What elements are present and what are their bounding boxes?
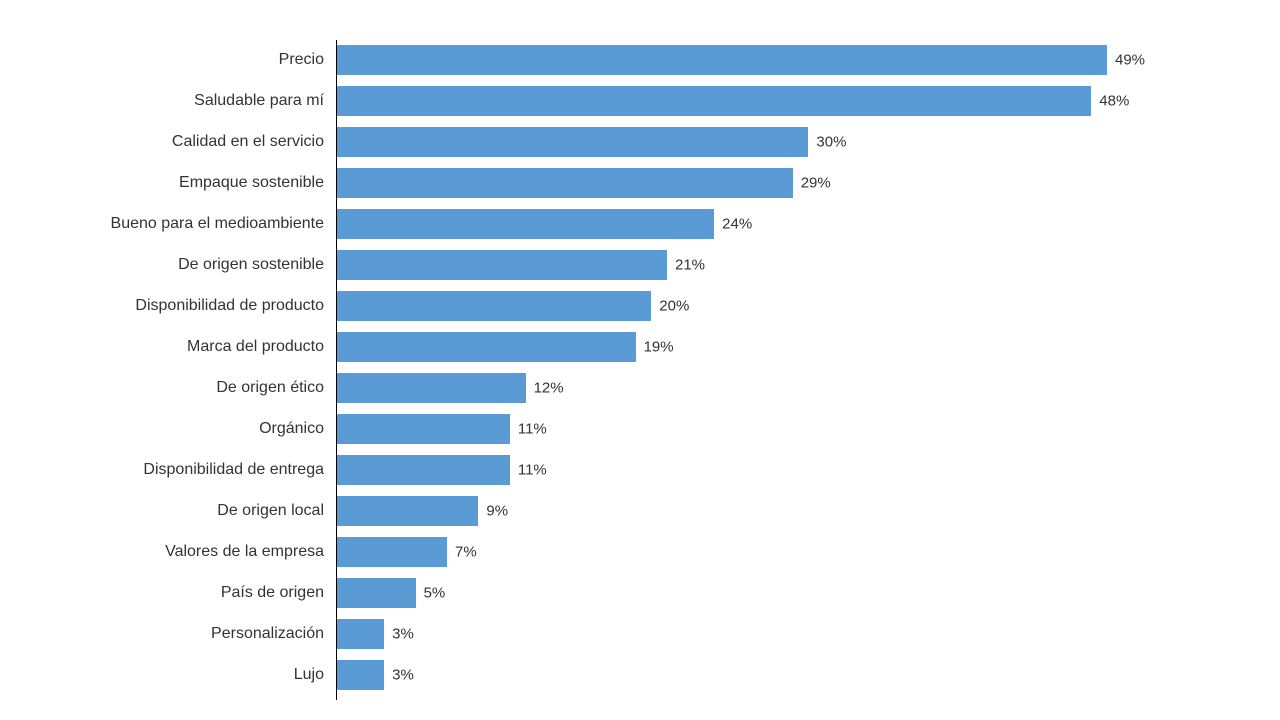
bar xyxy=(337,578,416,608)
value-label: 49% xyxy=(1115,52,1145,69)
bar-row: De origen local9% xyxy=(336,491,1216,532)
category-label: Marca del producto xyxy=(187,338,324,356)
bar xyxy=(337,373,526,403)
bar xyxy=(337,332,636,362)
category-label: Disponibilidad de producto xyxy=(135,297,324,315)
bar xyxy=(337,537,447,567)
category-label: Personalización xyxy=(211,625,324,643)
value-label: 3% xyxy=(392,667,414,684)
bar-row: De origen ético12% xyxy=(336,368,1216,409)
bar xyxy=(337,127,808,157)
value-label: 11% xyxy=(518,421,547,438)
category-label: Calidad en el servicio xyxy=(172,133,324,151)
category-label: Empaque sostenible xyxy=(179,174,324,192)
value-label: 9% xyxy=(486,503,508,520)
category-label: De origen ético xyxy=(216,379,324,397)
bar-row: Empaque sostenible29% xyxy=(336,163,1216,204)
bar xyxy=(337,455,510,485)
plot-area: Precio49%Saludable para mí48%Calidad en … xyxy=(336,40,1216,700)
value-label: 11% xyxy=(518,462,547,479)
category-label: Lujo xyxy=(294,666,324,684)
value-label: 20% xyxy=(659,298,689,315)
value-label: 7% xyxy=(455,544,477,561)
category-label: De origen local xyxy=(217,502,324,520)
bar-row: Disponibilidad de entrega11% xyxy=(336,450,1216,491)
value-label: 12% xyxy=(534,380,564,397)
bar-row: Orgánico11% xyxy=(336,409,1216,450)
value-label: 19% xyxy=(644,339,674,356)
category-label: Bueno para el medioambiente xyxy=(111,215,324,233)
bar-row: Bueno para el medioambiente24% xyxy=(336,204,1216,245)
category-label: Saludable para mí xyxy=(194,92,324,110)
bar xyxy=(337,291,651,321)
bar xyxy=(337,619,384,649)
bar-row: Personalización3% xyxy=(336,614,1216,655)
bar-chart: Precio49%Saludable para mí48%Calidad en … xyxy=(0,0,1280,720)
category-label: País de origen xyxy=(221,584,324,602)
value-label: 5% xyxy=(424,585,446,602)
bar-row: Calidad en el servicio30% xyxy=(336,122,1216,163)
category-label: Valores de la empresa xyxy=(165,543,324,561)
bar-row: Precio49% xyxy=(336,40,1216,81)
bar xyxy=(337,86,1091,116)
bar-row: De origen sostenible21% xyxy=(336,245,1216,286)
bar xyxy=(337,250,667,280)
category-label: Precio xyxy=(279,51,324,69)
bar xyxy=(337,45,1107,75)
bar-row: Saludable para mí48% xyxy=(336,81,1216,122)
category-label: Disponibilidad de entrega xyxy=(143,461,324,479)
value-label: 48% xyxy=(1099,93,1129,110)
bar-row: País de origen5% xyxy=(336,573,1216,614)
bar xyxy=(337,414,510,444)
category-label: Orgánico xyxy=(259,420,324,438)
value-label: 29% xyxy=(801,175,831,192)
bar xyxy=(337,209,714,239)
bar xyxy=(337,496,478,526)
bar-row: Disponibilidad de producto20% xyxy=(336,286,1216,327)
value-label: 24% xyxy=(722,216,752,233)
bar xyxy=(337,168,793,198)
bar-row: Lujo3% xyxy=(336,655,1216,696)
bar-row: Valores de la empresa7% xyxy=(336,532,1216,573)
category-label: De origen sostenible xyxy=(178,256,324,274)
bar xyxy=(337,660,384,690)
value-label: 21% xyxy=(675,257,705,274)
value-label: 30% xyxy=(816,134,846,151)
value-label: 3% xyxy=(392,626,414,643)
bar-row: Marca del producto19% xyxy=(336,327,1216,368)
